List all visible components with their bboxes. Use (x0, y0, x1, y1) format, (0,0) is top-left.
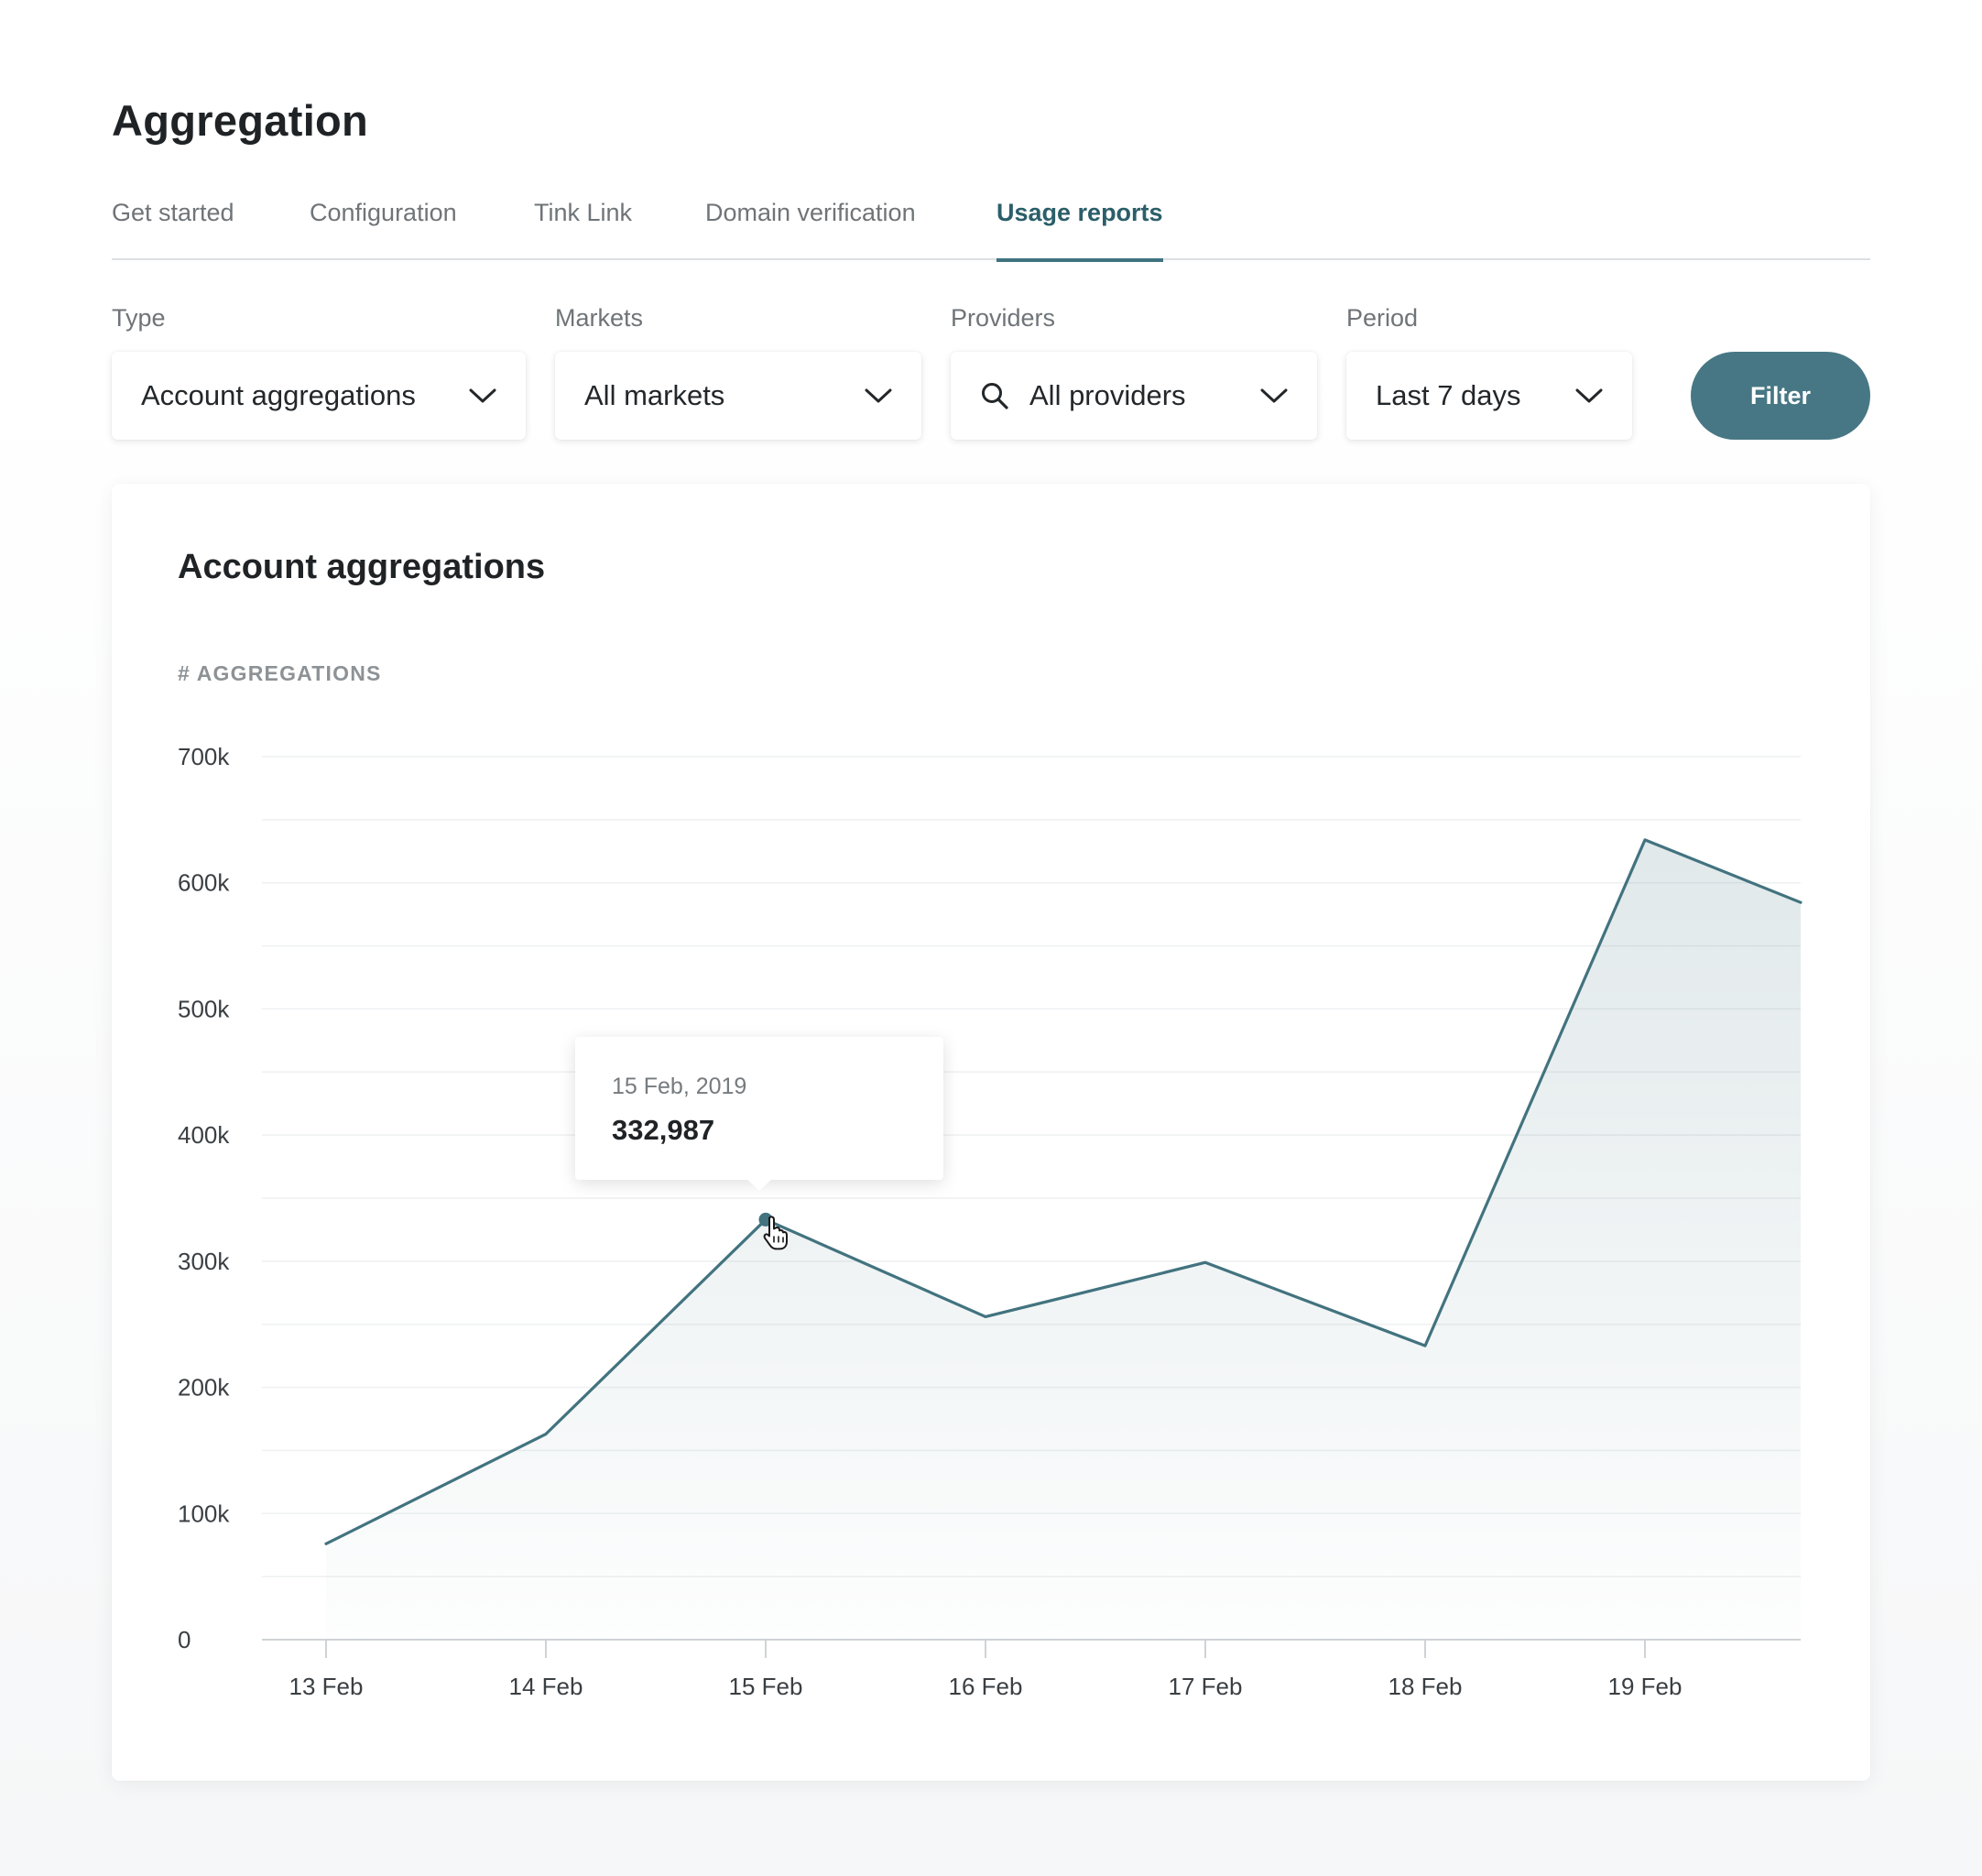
markets-label: Markets (555, 304, 644, 332)
y-tick-label: 0 (178, 1626, 191, 1653)
chart-title: Account aggregations (178, 548, 546, 586)
x-tick-label: 18 Feb (1388, 1673, 1463, 1700)
filter-button[interactable]: Filter (1691, 352, 1870, 440)
markets-select-value: All markets (584, 379, 725, 411)
hand-pointer-icon (763, 1216, 788, 1250)
x-tick-label: 17 Feb (1169, 1673, 1243, 1700)
providers-label: Providers (951, 304, 1056, 332)
period-select-value: Last 7 days (1376, 379, 1521, 411)
series-line (324, 838, 1802, 1545)
tab-configuration[interactable]: Configuration (310, 199, 457, 226)
x-tick-label: 15 Feb (729, 1673, 803, 1700)
chevron-down-icon (1260, 388, 1288, 403)
chart-card: Account aggregations # AGGREGATIONS 0 100… (112, 484, 1870, 1781)
markets-select[interactable]: All markets (555, 352, 921, 440)
tooltip-date: 15 Feb, 2019 (612, 1074, 747, 1099)
tab-get-started[interactable]: Get started (112, 199, 234, 226)
y-tick-label: 100k (178, 1500, 230, 1527)
type-label: Type (112, 304, 166, 332)
type-select[interactable]: Account aggregations (112, 352, 526, 440)
y-tick-label: 200k (178, 1374, 230, 1402)
chevron-down-icon (865, 388, 892, 403)
x-tick-label: 19 Feb (1608, 1673, 1683, 1700)
hand-pointer-shape (763, 1216, 788, 1250)
chevron-down-icon (1575, 388, 1603, 403)
x-tick-label: 13 Feb (289, 1673, 364, 1700)
chevron-down-icon (469, 388, 496, 403)
tab-usage-reports[interactable]: Usage reports (996, 192, 1163, 262)
chart-tooltip: 15 Feb, 2019 332,987 (575, 1037, 943, 1191)
x-tick-label: 14 Feb (509, 1673, 583, 1700)
y-tick-label: 500k (178, 995, 230, 1022)
series-area (326, 839, 1801, 1640)
type-select-value: Account aggregations (141, 379, 416, 411)
y-tick-label: 300k (178, 1248, 230, 1275)
y-tick-label: 600k (178, 869, 230, 897)
tab-domain-verification[interactable]: Domain verification (705, 199, 916, 226)
period-select[interactable]: Last 7 days (1346, 352, 1632, 440)
providers-select[interactable]: All providers (951, 352, 1317, 440)
y-tick-label: 400k (178, 1121, 230, 1149)
y-axis-caption: # AGGREGATIONS (178, 661, 382, 685)
tab-tink-link[interactable]: Tink Link (534, 199, 633, 226)
search-icon (982, 383, 1008, 409)
y-tick-label: 700k (178, 743, 230, 770)
tab-bar: Get started Configuration Tink Link Doma… (112, 192, 1870, 262)
period-label: Period (1346, 304, 1419, 332)
x-tick-label: 16 Feb (949, 1673, 1023, 1700)
tooltip-value: 332,987 (612, 1114, 715, 1146)
page-title: Aggregation (112, 96, 369, 145)
providers-select-value: All providers (1029, 379, 1186, 411)
area-chart[interactable]: 0 100k 200k 300k 400k 500k 600k 700k 13 Feb 14 F… (112, 484, 1870, 1781)
